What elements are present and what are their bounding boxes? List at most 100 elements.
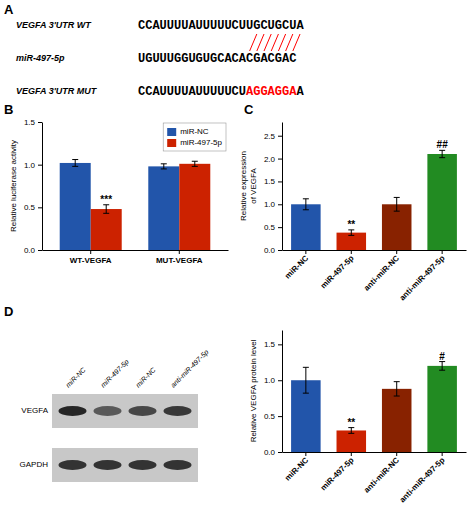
lane-label: miR-NC — [134, 365, 157, 388]
y-axis-title: Relative expressionof VEGFA — [239, 151, 258, 221]
bar — [179, 164, 210, 250]
bar — [148, 166, 179, 250]
y-axis-line — [282, 123, 283, 251]
error-bar — [303, 367, 309, 393]
error-bar — [439, 362, 445, 371]
x-tick-mark — [442, 250, 443, 254]
legend-frame — [163, 123, 226, 151]
x-tick: anti-miR-NC — [362, 250, 401, 293]
blot-band — [129, 460, 157, 470]
y-axis-title: Relative luciferase activity — [9, 140, 18, 232]
x-tick-label: anti-miR-497-5p — [398, 254, 447, 303]
y-tick: 0.0 — [24, 246, 42, 255]
lane-label: miR-497-5p — [99, 358, 131, 390]
y-tick-mark — [38, 207, 42, 208]
x-axis-line — [43, 250, 229, 251]
y-tick-mark — [278, 181, 282, 182]
x-tick-mark — [442, 452, 443, 456]
y-tick-label: 1.5 — [264, 177, 276, 186]
error-bar — [72, 160, 78, 167]
y-tick-label: 2.5 — [264, 132, 276, 141]
x-tick-mark — [90, 250, 91, 254]
y-tick: 1.5 — [264, 340, 282, 349]
lane-label: anti-miR-497-5p — [169, 348, 210, 389]
x-tick-mark — [396, 452, 397, 456]
sequence-segment: CCAUUUUAUUUUUCUUGCUGCUA — [138, 19, 304, 33]
blot-band — [59, 460, 87, 470]
y-tick-label: 0.0 — [264, 246, 276, 255]
y-tick: 0.0 — [264, 448, 282, 457]
y-tick-label: 0.5 — [264, 223, 276, 232]
blot-band — [94, 406, 122, 416]
blot-background — [52, 394, 198, 428]
panel-label: C — [244, 102, 254, 117]
x-tick-label: WT-VEGFA — [70, 256, 112, 265]
x-tick-label: miR-NC — [283, 456, 310, 483]
x-tick-mark — [351, 452, 352, 456]
sequence-label: VEGFA 3'UTR WT — [16, 20, 92, 30]
blot-panel: miR-NCmiR-497-5pmiR-NCanti-miR-497-5pVEG… — [20, 348, 211, 482]
y-tick-mark — [278, 344, 282, 345]
y-tick: 1.5 — [264, 177, 282, 186]
x-axis: WT-VEGFA MUT-VEGFA — [43, 250, 229, 265]
panel-label: A — [4, 2, 14, 17]
x-tick-mark — [305, 250, 306, 254]
y-tick-mark — [278, 204, 282, 205]
y-tick-mark — [278, 452, 282, 453]
error-bar — [103, 205, 109, 214]
x-tick-label: MUT-VEGFA — [156, 256, 203, 265]
y-tick: 1.0 — [24, 161, 42, 170]
plot-area — [60, 160, 211, 250]
figure-canvas: VEGFA 3'UTR WT CCAUUUUAUUUUUCUUGCUGCUA miR… — [0, 0, 474, 525]
y-tick-label: 1.0 — [24, 161, 36, 170]
y-axis-line — [282, 331, 283, 453]
bar — [427, 154, 457, 250]
y-tick-label: 0.5 — [24, 203, 36, 212]
sequence-panel: VEGFA 3'UTR WTCCAUUUUAUUUUUCUUGCUGCUAmiR… — [16, 19, 304, 99]
y-axis: 0.00.51.01.52.02.5 — [264, 123, 283, 256]
y-tick-label: 2.0 — [264, 155, 276, 164]
x-tick: anti-miR-NC — [362, 452, 401, 495]
blot-row-label: GAPDH — [20, 460, 49, 469]
y-tick: 2.0 — [264, 155, 282, 164]
x-axis: miR-NC miR-497-5panti-miR-NCanti-miR-497-… — [283, 250, 467, 302]
y-tick: 0.5 — [264, 223, 282, 232]
x-tick-mark — [396, 250, 397, 254]
pairing-line — [278, 34, 285, 51]
y-tick-mark — [38, 122, 42, 123]
x-axis-line — [283, 452, 467, 453]
pairing-line — [293, 34, 300, 51]
y-tick: 0.5 — [24, 203, 42, 212]
significance-label: *** — [100, 194, 112, 205]
plot-area — [291, 362, 457, 452]
bar — [91, 209, 122, 250]
bar — [291, 204, 321, 250]
bar-panel: 0.0 0.5 1.0 1.5 WT-VEGFA MUT-VEGFA Relative lu… — [9, 118, 229, 265]
y-tick: 1.5 — [24, 118, 42, 127]
x-tick-label: anti-miR-NC — [362, 254, 401, 293]
y-tick-label: 1.0 — [264, 376, 276, 385]
y-axis: 0.0 0.5 1.0 1.5 — [24, 118, 43, 255]
sequence-segment: AGGAGGA — [246, 85, 297, 99]
x-tick-label: anti-miR-497-5p — [398, 456, 447, 505]
figure: VEGFA 3'UTR WT CCAUUUUAUUUUUCUUGCUGCUA miR… — [0, 0, 474, 525]
x-tick: miR-497-5p — [319, 250, 356, 291]
legend: miR-NCmiR-497-5p — [163, 123, 226, 151]
x-tick-label: miR-497-5p — [319, 254, 356, 291]
y-tick-mark — [278, 416, 282, 417]
y-tick: 0.5 — [264, 412, 282, 421]
bar — [427, 366, 457, 452]
y-tick-label: 1.5 — [24, 118, 36, 127]
blot-band — [59, 406, 87, 416]
legend-swatch — [167, 128, 176, 136]
blot-band — [129, 406, 157, 416]
y-tick-mark — [278, 136, 282, 137]
x-tick-label: miR-NC — [283, 254, 310, 281]
x-tick: anti-miR-497-5p — [398, 250, 447, 302]
x-tick: WT-VEGFA — [70, 250, 112, 265]
x-tick: miR-497-5p — [319, 452, 356, 493]
pairing-line — [286, 34, 293, 51]
x-tick-label: miR-497-5p — [319, 456, 356, 493]
panel-label: B — [4, 102, 13, 117]
blot-background — [52, 448, 198, 482]
